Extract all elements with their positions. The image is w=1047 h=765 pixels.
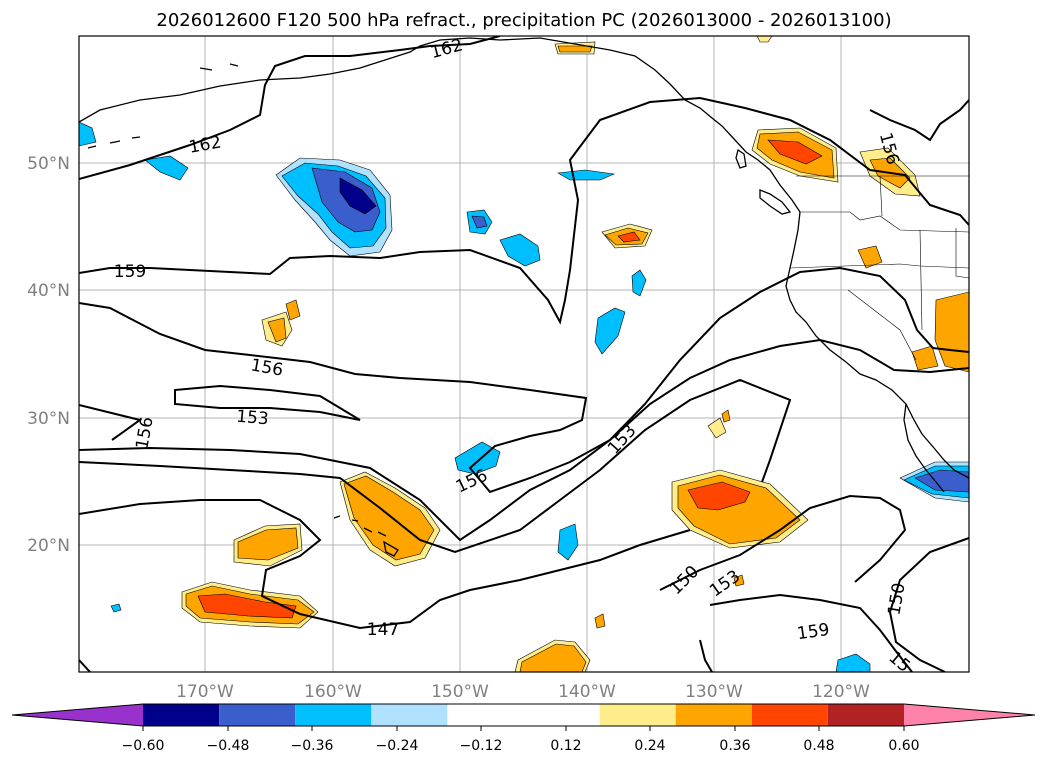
colorbar-segment bbox=[12, 704, 143, 726]
aleutian-islands bbox=[87, 63, 239, 149]
colorbar-tick-label: 0.12 bbox=[550, 738, 581, 754]
figure-title: 2026012600 F120 500 hPa refract., precip… bbox=[156, 10, 891, 31]
positive-area bbox=[911, 345, 939, 371]
baja-peninsula bbox=[903, 403, 945, 493]
colorbar-segment bbox=[447, 704, 600, 726]
positive-area bbox=[285, 299, 301, 321]
positive-area bbox=[237, 527, 299, 561]
colorbar-segment bbox=[827, 704, 904, 726]
contour-label: 159 bbox=[796, 620, 831, 644]
positive-area bbox=[594, 613, 606, 629]
colorbar-tick-label: 0.36 bbox=[719, 738, 750, 754]
lat-tick-label: 30°N bbox=[27, 409, 70, 429]
negative-area bbox=[454, 441, 501, 475]
lon-tick-label: 140°W bbox=[558, 682, 616, 702]
colorbar-tick-labels: −0.60 −0.48 −0.36 −0.24 −0.12 0.12 0.24 … bbox=[122, 738, 920, 754]
contour-label: 147 bbox=[367, 620, 399, 640]
map-panel: 162 162 159 156 156 153 156 153 150 153 … bbox=[79, 36, 969, 672]
colorbar-tick-label: −0.12 bbox=[460, 738, 503, 754]
latitude-tick-labels: 20°N 30°N 40°N 50°N bbox=[27, 154, 70, 556]
contour-label: 159 bbox=[114, 262, 146, 282]
colorbar-segment bbox=[904, 704, 1035, 726]
lon-tick-label: 130°W bbox=[685, 682, 743, 702]
north-america-west-coast bbox=[785, 211, 969, 479]
hawaii-islands bbox=[333, 515, 399, 557]
positive-area bbox=[519, 643, 587, 672]
negative-area bbox=[79, 121, 97, 147]
negative-area bbox=[594, 307, 626, 355]
colorbar: −0.60 −0.48 −0.36 −0.24 −0.12 0.12 0.24 … bbox=[11, 703, 1036, 754]
precipitation-anomaly-shading bbox=[79, 36, 969, 672]
lon-tick-label: 170°W bbox=[176, 682, 234, 702]
coastlines bbox=[79, 37, 969, 557]
negative-area bbox=[144, 155, 189, 181]
colorbar-tick-label: −0.36 bbox=[291, 738, 334, 754]
colorbar-segment bbox=[295, 704, 372, 726]
lon-tick-label: 160°W bbox=[304, 682, 362, 702]
contour-159-east bbox=[869, 99, 969, 142]
colorbar-segment bbox=[675, 704, 752, 726]
contour-bottom-left bbox=[79, 659, 91, 672]
positive-area bbox=[721, 409, 731, 423]
colorbar-ticks bbox=[142, 726, 905, 731]
lat-tick-label: 50°N bbox=[27, 154, 70, 174]
positive-area bbox=[267, 317, 287, 343]
negative-area bbox=[110, 603, 122, 613]
colorbar-segment bbox=[219, 704, 296, 726]
negative-area bbox=[835, 653, 871, 672]
negative-area bbox=[471, 215, 488, 229]
colorbar-tick-label: 0.60 bbox=[888, 738, 919, 754]
negative-area bbox=[914, 469, 969, 493]
colorbar-segment bbox=[599, 704, 676, 726]
haida-gwaii bbox=[735, 148, 747, 169]
contour-156-south bbox=[699, 639, 713, 672]
colorbar-segments bbox=[12, 704, 1035, 726]
us-states-borders bbox=[789, 175, 969, 361]
contour-153-mid bbox=[79, 338, 969, 542]
lon-tick-label: 150°W bbox=[431, 682, 489, 702]
contour-156-north bbox=[79, 266, 969, 494]
colorbar-tick-label: −0.24 bbox=[376, 738, 419, 754]
contour-159-north bbox=[79, 96, 969, 325]
lat-tick-label: 20°N bbox=[27, 536, 70, 556]
contour-150-east bbox=[888, 537, 969, 672]
negative-area bbox=[631, 269, 647, 297]
refractivity-contours bbox=[79, 36, 969, 672]
positive-area bbox=[756, 36, 773, 43]
negative-area bbox=[499, 233, 541, 267]
colorbar-segment bbox=[371, 704, 448, 726]
negative-area bbox=[557, 523, 579, 561]
contour-label: 153 bbox=[235, 407, 269, 430]
map-frame bbox=[78, 35, 970, 673]
contour-147 bbox=[79, 499, 691, 630]
positive-area bbox=[733, 574, 745, 587]
colorbar-segment bbox=[143, 704, 220, 726]
colorbar-segment bbox=[751, 704, 828, 726]
positive-area bbox=[767, 139, 823, 165]
alaska-coast bbox=[79, 37, 801, 213]
colorbar-tick-label: 0.48 bbox=[803, 738, 834, 754]
longitude-tick-labels: 170°W 160°W 150°W 140°W 130°W 120°W bbox=[176, 682, 870, 702]
contour-153-south bbox=[659, 494, 907, 591]
contour-153-upper bbox=[174, 384, 361, 421]
contour-156-west bbox=[79, 404, 143, 441]
contour-162 bbox=[79, 36, 501, 180]
vancouver-island bbox=[759, 189, 792, 215]
colorbar-tick-label: −0.48 bbox=[207, 738, 250, 754]
negative-area bbox=[339, 177, 377, 215]
colorbar-tick-label: 0.24 bbox=[634, 738, 665, 754]
contour-150-lower bbox=[79, 378, 792, 554]
lat-tick-label: 40°N bbox=[27, 281, 70, 301]
positive-area bbox=[687, 481, 751, 511]
contour-159-south bbox=[709, 593, 913, 672]
positive-area bbox=[557, 45, 593, 53]
lon-tick-label: 120°W bbox=[812, 682, 870, 702]
colorbar-tick-label: −0.60 bbox=[122, 738, 165, 754]
positive-area bbox=[617, 231, 641, 243]
positive-area bbox=[707, 417, 727, 439]
positive-area bbox=[857, 245, 883, 269]
